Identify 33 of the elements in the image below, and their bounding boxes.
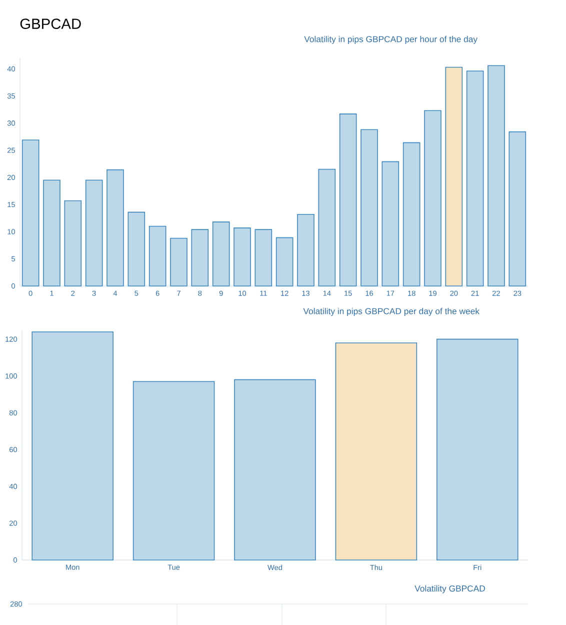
bar bbox=[360, 129, 378, 286]
bar bbox=[436, 338, 518, 560]
text: Volatility GBPCAD bbox=[414, 585, 485, 594]
bar bbox=[466, 70, 484, 286]
bar bbox=[191, 229, 209, 286]
bar bbox=[43, 180, 60, 286]
bar bbox=[254, 229, 272, 286]
bar bbox=[132, 381, 215, 560]
bar bbox=[212, 222, 230, 286]
bar bbox=[32, 331, 114, 560]
bar bbox=[488, 65, 505, 286]
bar bbox=[64, 200, 82, 286]
bar bbox=[276, 237, 294, 286]
bar bbox=[234, 379, 316, 560]
bar bbox=[339, 114, 357, 286]
bar bbox=[382, 161, 400, 286]
bar bbox=[424, 110, 442, 286]
bar bbox=[508, 131, 526, 286]
bar bbox=[106, 169, 124, 286]
chart-title: Volatility in pips GBPCAD per day of the week bbox=[303, 308, 480, 316]
bar bbox=[297, 214, 314, 286]
bar bbox=[402, 142, 420, 286]
bar bbox=[22, 140, 40, 286]
text: GBPCAD bbox=[20, 18, 81, 29]
bar bbox=[170, 238, 188, 286]
bar bbox=[335, 342, 418, 560]
bar bbox=[85, 180, 103, 286]
bar bbox=[445, 66, 463, 286]
bar bbox=[234, 228, 251, 286]
bar bbox=[318, 168, 336, 286]
bar bbox=[148, 226, 166, 286]
chart-title: Volatility in pips GBPCAD per hour of the day bbox=[304, 36, 478, 44]
bar bbox=[128, 212, 146, 286]
